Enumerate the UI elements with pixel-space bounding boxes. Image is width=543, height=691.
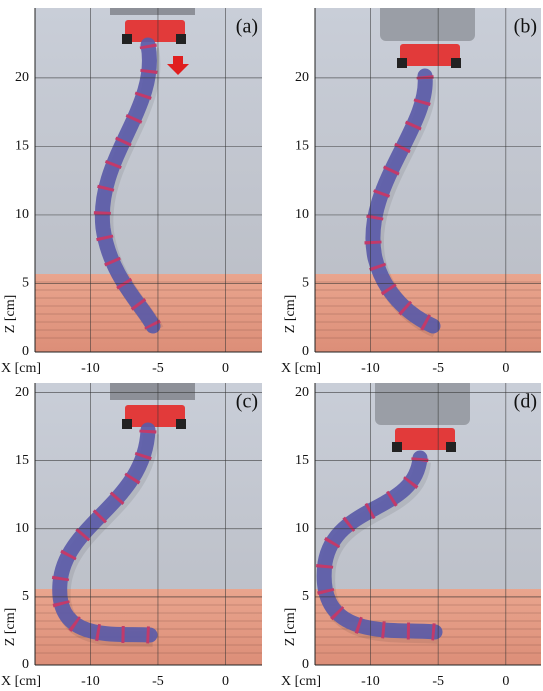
panel-label: (c) xyxy=(236,391,258,413)
y-tick-label: 15 xyxy=(15,139,29,154)
y-tick-label: 0 xyxy=(22,657,29,672)
table xyxy=(315,274,541,352)
bolt xyxy=(176,34,186,44)
bolt xyxy=(392,442,402,452)
x-tick-label: -5 xyxy=(152,674,164,689)
figure: 0 5 10 15 20 -10 -5 0 X [cm] Z [cm] (a) 0 5 10 15 20 -10… xyxy=(0,0,543,691)
y-axis-label: Z [cm] xyxy=(3,608,18,646)
photo xyxy=(35,3,262,352)
x-axis-label: X [cm] xyxy=(1,674,41,689)
y-axis-label: Z [cm] xyxy=(3,295,18,333)
x-tick-label: -10 xyxy=(81,361,100,376)
y-tick-label: 5 xyxy=(22,589,29,604)
cylinder xyxy=(110,3,195,15)
y-tick-label: 0 xyxy=(302,657,309,672)
panel: 0 5 10 15 20 -10 -5 0 X [cm] Z [cm] (b) xyxy=(281,3,541,376)
y-tick-label: 15 xyxy=(295,139,309,154)
panel: 0 5 10 15 20 -10 -5 0 X [cm] Z [cm] (a) xyxy=(1,3,262,376)
y-tick-label: 20 xyxy=(295,70,309,85)
x-tick-label: 0 xyxy=(222,361,229,376)
y-axis-label: Z [cm] xyxy=(283,608,298,646)
panel-label: (b) xyxy=(514,16,537,38)
cylinder xyxy=(380,3,475,41)
y-tick-label: 10 xyxy=(15,521,29,536)
x-axis-label: X [cm] xyxy=(281,674,321,689)
bolt xyxy=(122,34,132,44)
x-tick-label: -5 xyxy=(152,361,164,376)
y-tick-label: 10 xyxy=(15,207,29,222)
bolt xyxy=(451,58,461,68)
cylinder xyxy=(110,378,195,400)
panel: 0 5 10 15 20 -10 -5 0 X [cm] Z [cm] (c) xyxy=(1,378,262,689)
bolt xyxy=(397,58,407,68)
panel-label: (a) xyxy=(236,16,258,38)
y-tick-label: 20 xyxy=(295,385,309,400)
panel-label: (d) xyxy=(514,391,537,413)
bolt xyxy=(446,442,456,452)
y-tick-label: 5 xyxy=(302,589,309,604)
y-tick-label: 0 xyxy=(302,344,309,359)
x-tick-label: -5 xyxy=(432,361,444,376)
photo xyxy=(35,378,262,665)
x-tick-label: 0 xyxy=(502,361,509,376)
x-tick-label: -10 xyxy=(81,674,100,689)
bolt xyxy=(122,419,132,429)
x-tick-label: 0 xyxy=(502,674,509,689)
x-tick-label: -5 xyxy=(432,674,444,689)
x-axis-label: X [cm] xyxy=(1,361,41,376)
bolt xyxy=(176,419,186,429)
photo xyxy=(315,3,541,352)
y-tick-label: 20 xyxy=(15,385,29,400)
y-axis-label: Z [cm] xyxy=(283,295,298,333)
photo xyxy=(315,378,541,665)
y-tick-label: 10 xyxy=(295,207,309,222)
y-tick-label: 15 xyxy=(295,453,309,468)
y-tick-label: 10 xyxy=(295,521,309,536)
panel: 0 5 10 15 20 -10 -5 0 X [cm] Z [cm] (d) xyxy=(281,378,541,689)
x-tick-label: -10 xyxy=(361,674,380,689)
cylinder xyxy=(375,378,470,425)
x-axis-label: X [cm] xyxy=(281,361,321,376)
x-tick-label: 0 xyxy=(222,674,229,689)
y-tick-label: 5 xyxy=(302,276,309,291)
y-tick-label: 15 xyxy=(15,453,29,468)
y-tick-label: 20 xyxy=(15,70,29,85)
y-tick-label: 5 xyxy=(22,276,29,291)
y-tick-label: 0 xyxy=(22,344,29,359)
x-tick-label: -10 xyxy=(361,361,380,376)
